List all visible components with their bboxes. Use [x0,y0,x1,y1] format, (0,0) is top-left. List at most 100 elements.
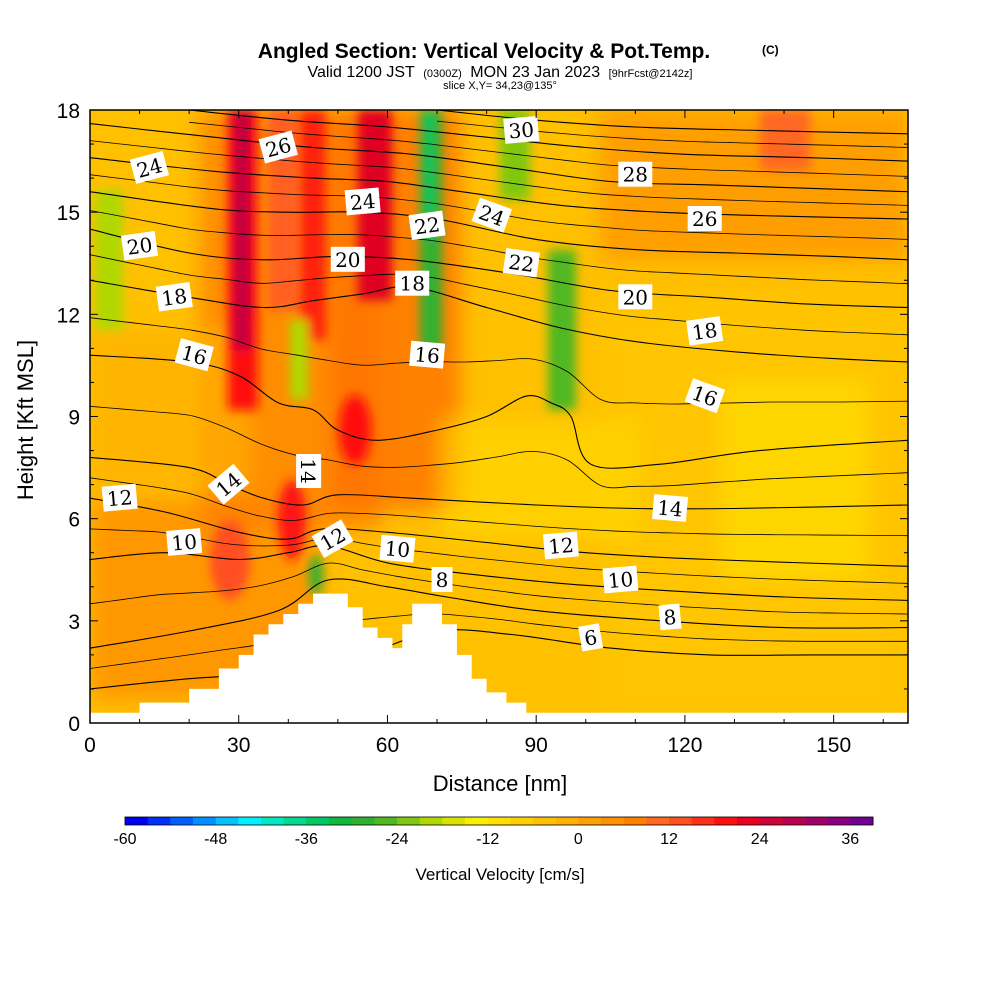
contour-label: 26 [258,130,298,164]
contour-label-box [686,316,724,346]
contour-label-box [120,230,159,261]
theta-contour-minor [90,562,908,615]
contour-label: 20 [330,246,365,272]
colorbar-swatch [782,817,806,825]
contour-label-box [129,150,170,184]
colorbar-tick-label: -36 [295,831,318,848]
colorbar-swatch [623,817,647,825]
contour-label-text: 26 [692,207,717,231]
contour-label: 6 [578,623,604,652]
colorbar-swatch [442,817,466,825]
colorbar-swatch [737,817,761,825]
updraft-core [210,520,250,600]
colorbar-tick-label: 24 [751,831,769,848]
contour-label-text: 22 [413,212,442,239]
contour-label: 8 [431,567,453,592]
contour-label: 28 [618,161,653,187]
terrain-mask [90,593,908,723]
downdraft-core [290,320,308,400]
x-tick-label: 30 [227,734,250,757]
chart-slice-info: slice X,Y= 34,23@135° [443,80,557,92]
contour-label: 20 [618,284,653,310]
contour-label-box [542,531,579,560]
theta-contours [90,110,908,690]
contour-label-text: 22 [507,250,536,277]
colorbar-swatch [669,817,693,825]
colorbar-tick-label: 36 [841,831,859,848]
y-tick-label: 9 [68,407,80,430]
colorbar-swatch [329,817,353,825]
theta-contour-minor [90,613,908,669]
contour-label-text: 8 [436,568,449,592]
contour-label-box [395,270,430,296]
colorbar-tick-label: -48 [204,831,227,848]
contour-label: 22 [408,210,446,241]
y-tick-label: 6 [68,509,80,532]
contour-label: 22 [502,248,540,278]
contour-label-box [409,340,446,369]
chart-subtitle-valid: Valid 1200 JST (0300Z) MON 23 Jan 2023 [… [307,64,692,81]
contour-label-text: 10 [170,529,197,555]
contour-label-box [687,206,722,231]
contour-label-text: 10 [607,567,634,593]
colorbar-swatch [510,817,534,825]
colorbar-swatch [351,817,375,825]
colorbar-tick-label: -24 [385,831,408,848]
theta-contour-minor [90,528,908,584]
contour-label-text: 8 [663,605,678,630]
contour-label: 12 [542,531,579,560]
theta-contour-18 [90,279,908,363]
colorbar-swatch [397,817,421,825]
contour-label: 10 [166,528,203,556]
contour-label-box [652,494,689,522]
contour-label-text: 18 [690,318,719,345]
colorbar-swatch [374,817,398,825]
x-tick-label: 90 [525,734,548,757]
contour-label-box [379,534,416,563]
y-tick-label: 18 [57,100,80,123]
contour-label-text: 12 [106,485,133,511]
x-tick-label: 60 [376,734,399,757]
colorbar-swatch [261,817,285,825]
updraft-core [760,110,810,170]
contour-label-text: 14 [656,495,683,521]
colorbar-swatch [646,817,670,825]
x-axis-label: Distance [nm] [433,771,568,796]
contour-label-box [258,130,298,164]
theta-contour-28 [189,110,908,162]
contour-label-box [503,115,540,144]
colorbar-tick-label: -12 [476,831,499,848]
contour-label-box [344,187,381,216]
contour-label-text: 16 [413,342,440,368]
colorbar-swatch [533,817,557,825]
contour-label-text: 24 [349,189,376,215]
y-tick-label: 3 [68,611,80,634]
x-tick-label: 120 [667,734,702,757]
contour-label-box [502,248,540,278]
contour-label-text: 6 [582,625,599,651]
contour-label: 24 [129,150,170,184]
contour-label: 16 [409,340,446,369]
y-tick-label: 0 [68,713,80,736]
x-axis: 0 30 60 90 120 150 [84,110,884,757]
colorbar-swatch [487,817,511,825]
theta-contour-30 [436,110,908,135]
contour-label: 18 [686,316,724,346]
valid-date: MON 23 Jan 2023 [470,64,600,81]
colorbar-swatch [125,817,149,825]
colorbar-swatch [578,817,602,825]
theta-contour-minor [90,405,908,489]
contour-label: 14 [652,494,689,522]
theta-contour-minor [90,317,908,405]
contour-label-box [174,338,214,372]
colorbar-tick-label: 12 [660,831,678,848]
updraft-core [234,110,250,350]
contour-label-text: 18 [160,284,189,311]
downdraft-core [424,110,434,240]
contour-label-box [101,483,138,512]
contour-label-text: 20 [623,285,648,309]
contour-label-text: 14 [296,458,320,483]
contour-label-box [658,603,682,631]
colorbar-swatch [193,817,217,825]
contour-label-box [207,463,250,505]
